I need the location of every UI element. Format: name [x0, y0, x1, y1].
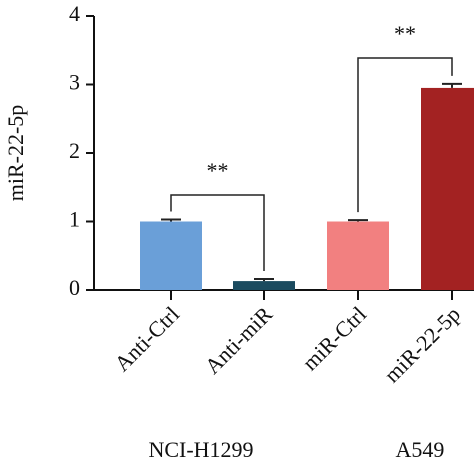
- bar: [327, 221, 389, 290]
- y-axis-label: miR-22-5p: [3, 105, 28, 202]
- group-label: A549: [396, 437, 445, 462]
- significance-bracket: [357, 57, 453, 213]
- significance-label: **: [207, 158, 229, 183]
- y-tick-label: 4: [69, 1, 80, 26]
- error-bar: [348, 219, 368, 222]
- x-tick-label: miR-Ctrl: [297, 301, 371, 375]
- group-label: NCI-H1299: [148, 437, 253, 462]
- x-tick-label: Anti-miR: [200, 301, 278, 379]
- error-bar: [254, 278, 274, 282]
- significance-bracket: [170, 194, 265, 272]
- y-tick-label: 1: [69, 207, 80, 232]
- y-tick-label: 3: [69, 70, 80, 95]
- bar: [140, 221, 202, 290]
- error-bar: [442, 82, 462, 88]
- error-bar: [161, 218, 181, 222]
- x-tick-label: miR-22-5p: [379, 301, 465, 387]
- bar: [233, 281, 295, 290]
- y-tick-label: 2: [69, 138, 80, 163]
- y-tick-label: 0: [69, 275, 80, 300]
- x-tick-label: Anti-Ctrl: [109, 301, 184, 376]
- bar: [421, 87, 474, 290]
- significance-label: **: [394, 21, 416, 46]
